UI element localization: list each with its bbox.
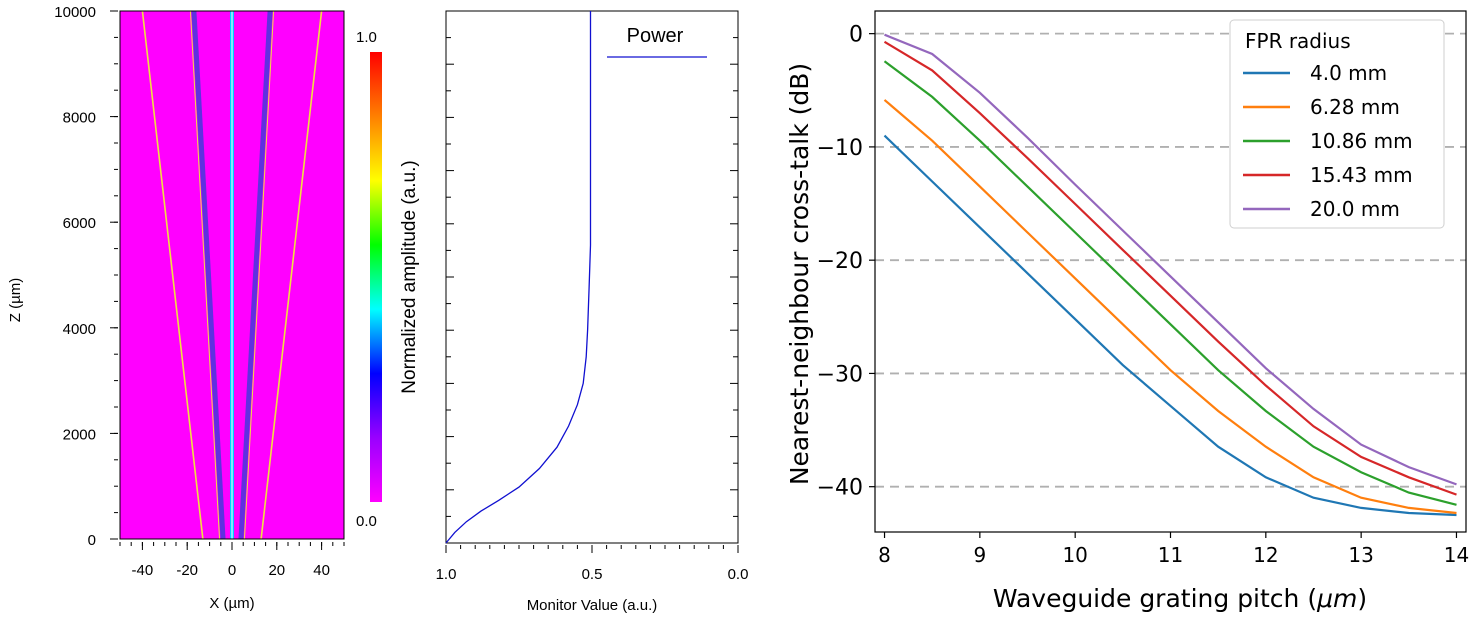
heatmap-panel: -40 -20 0 20 40 0 2000 4000 6000 8000 10000 X (µm… (7, 4, 420, 612)
crosstalk-legend-entries: 4.0 mm 6.28 mm 10.86 mm 15.43 mm 20.0 mm (1243, 61, 1413, 221)
colorbar-min-label: 0.0 (356, 513, 377, 530)
heatmap-x-ticks: -40 -20 0 20 40 (119, 542, 345, 579)
heatmap-beam-left-outer (141, 10, 204, 540)
crosstalk-series-line-3 (883, 40, 1457, 496)
power-y-ticks (446, 10, 738, 544)
power-x-tick-label: 0.0 (728, 566, 749, 583)
crosstalk-y-tick-label: −10 (817, 136, 863, 161)
colorbar-max-label: 1.0 (356, 29, 377, 46)
power-x-ticks: 1.0 0.5 0.0 (436, 545, 749, 583)
power-x-label: Monitor Value (a.u.) (527, 597, 658, 614)
power-series-line (445, 11, 592, 544)
heatmap-y-tick-label: 6000 (63, 215, 96, 232)
crosstalk-y-ticks: 0 −10 −20 −30 −40 (817, 23, 875, 501)
heatmap-y-tick-label: 0 (88, 532, 96, 549)
heatmap-beam-rim-left-inner (189, 10, 221, 540)
power-plot-frame (445, 10, 739, 544)
heatmap-beam-right-outer (260, 10, 323, 540)
colorbar (370, 52, 382, 502)
heatmap-beam-left-inner (191, 10, 226, 540)
crosstalk-x-tick-label: 14 (1444, 543, 1469, 567)
heatmap-x-tick-label: 20 (268, 562, 285, 579)
crosstalk-legend-label: 20.0 mm (1310, 197, 1400, 221)
crosstalk-x-tick-label: 9 (973, 543, 986, 567)
heatmap-x-tick-label: -40 (132, 562, 154, 579)
crosstalk-x-tick-label: 13 (1348, 543, 1373, 567)
crosstalk-x-label-close: ) (1357, 584, 1367, 613)
heatmap-x-tick-label: 0 (228, 562, 236, 579)
crosstalk-x-label-unit: μm (1316, 584, 1357, 613)
crosstalk-series-line-2 (883, 60, 1457, 506)
power-legend-label: Power (627, 25, 684, 47)
crosstalk-legend-title: FPR radius (1245, 29, 1351, 53)
crosstalk-x-label: Waveguide grating pitch (μm) (993, 584, 1367, 613)
crosstalk-legend-label: 6.28 mm (1310, 95, 1400, 119)
heatmap-y-ticks: 0 2000 4000 6000 8000 10000 (54, 4, 118, 549)
crosstalk-series-line-0 (883, 134, 1457, 517)
heatmap-y-tick-label: 10000 (54, 4, 96, 21)
heatmap-x-label: X (µm) (209, 595, 254, 612)
colorbar-label: Normalized amplitude (a.u.) (399, 160, 420, 393)
heatmap-x-tick-label: 40 (313, 562, 330, 579)
crosstalk-legend-label: 15.43 mm (1310, 163, 1413, 187)
crosstalk-y-tick-label: −20 (817, 249, 863, 274)
crosstalk-x-label-text: Waveguide grating pitch ( (993, 584, 1317, 613)
heatmap-y-tick-label: 2000 (63, 426, 96, 443)
power-monitor-panel: 1.0 0.5 0.0 Power Monitor Value (a.u.) (436, 10, 749, 614)
heatmap-beams (141, 10, 323, 540)
crosstalk-y-label: Nearest-neighbour cross-talk (dB) (785, 63, 814, 485)
crosstalk-y-tick-label: −40 (817, 476, 863, 501)
crosstalk-y-tick-label: 0 (849, 23, 863, 48)
crosstalk-series-line-4 (884, 33, 1457, 486)
crosstalk-y-tick-label: −30 (817, 362, 863, 387)
crosstalk-series-line-1 (883, 99, 1457, 515)
crosstalk-x-tick-label: 11 (1158, 543, 1183, 567)
crosstalk-legend-label: 4.0 mm (1310, 61, 1387, 85)
crosstalk-panel: 8 9 10 11 12 13 14 0 −10 −20 −30 −40 Nearest-neigh… (785, 10, 1469, 613)
crosstalk-x-tick-label: 8 (878, 543, 891, 567)
heatmap-beam-right-inner (238, 10, 273, 540)
crosstalk-x-tick-label: 10 (1062, 543, 1087, 567)
power-x-tick-label: 1.0 (436, 566, 457, 583)
heatmap-y-label: Z (µm) (7, 278, 24, 322)
heatmap-frame (119, 10, 345, 540)
power-x-tick-label: 0.5 (582, 566, 603, 583)
heatmap-y-tick-label: 8000 (63, 110, 96, 127)
heatmap-y-tick-label: 4000 (63, 321, 96, 338)
crosstalk-legend-label: 10.86 mm (1310, 129, 1413, 153)
heatmap-x-tick-label: -20 (176, 562, 198, 579)
crosstalk-gridlines (875, 32, 1466, 488)
crosstalk-x-ticks: 8 9 10 11 12 13 14 (878, 532, 1469, 567)
crosstalk-x-tick-label: 12 (1253, 543, 1278, 567)
crosstalk-series (883, 33, 1457, 517)
heatmap-beam-rim-right-inner (243, 10, 275, 540)
